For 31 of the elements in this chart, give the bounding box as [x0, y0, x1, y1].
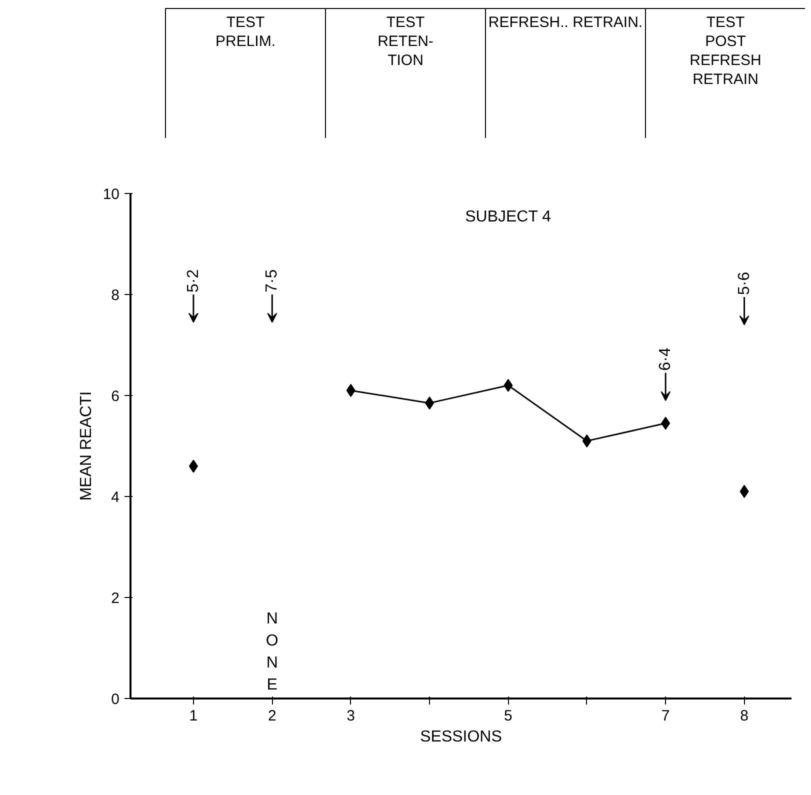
annotation: 7·5 [264, 269, 281, 292]
annotation: 5·2 [184, 269, 202, 292]
y-tick-label: 8 [111, 287, 120, 304]
x-tick-label: 2 [268, 708, 276, 724]
x-tick-label: 5 [504, 708, 512, 724]
text: TEST PRELIM. [165, 8, 325, 138]
text: SUBJECT 4 [465, 208, 552, 226]
x-tick-label: 7 [661, 708, 670, 724]
x-tick-label: 1 [189, 708, 198, 724]
point [740, 484, 749, 498]
y-tick-label: 4 [111, 489, 120, 506]
point [582, 434, 592, 448]
y-axis-title: MEAN REACTI [78, 391, 95, 501]
point [661, 416, 670, 430]
annotation: NONE [266, 610, 278, 694]
y-tick-label: 2 [111, 590, 120, 607]
annotation: 6·4 [657, 348, 674, 371]
y-tick-label: 6 [111, 388, 120, 405]
y-tick-label: 0 [111, 691, 120, 708]
text: TEST RETEN- TION [325, 8, 485, 138]
point [346, 384, 356, 397]
annotation: 5·6 [736, 272, 753, 296]
y-tick-label: 10 [102, 186, 120, 203]
x-tick-label: 3 [346, 708, 356, 724]
text: REFRESH.. RETRAIN. [485, 8, 645, 138]
point [188, 460, 198, 473]
text: TEST POST REFRESH RETRAIN [645, 8, 805, 138]
x-tick-label: 8 [740, 708, 748, 724]
x-axis-title: SESSIONS [420, 728, 502, 746]
point [504, 378, 513, 392]
point [425, 396, 434, 410]
